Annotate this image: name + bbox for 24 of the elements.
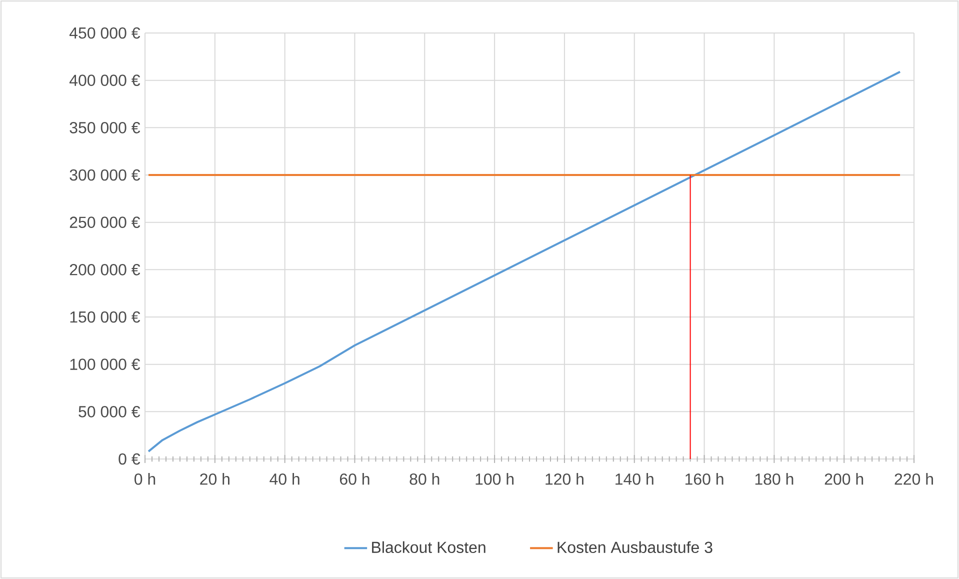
x-tick-label: 120 h: [546, 473, 584, 485]
x-tick-label: 140 h: [616, 473, 654, 485]
y-tick-label: 400 000 €: [69, 74, 140, 86]
legend-label: Blackout Kosten: [372, 541, 486, 554]
x-tick-label: 100 h: [476, 473, 514, 485]
y-tick-label: 250 000 €: [70, 216, 140, 228]
y-tick-label: 50 000 €: [78, 406, 140, 418]
legend-label: Kosten Ausbaustufe 3: [558, 541, 712, 554]
x-tick-label: 200 h: [824, 473, 864, 485]
y-tick-label: 0 €: [118, 453, 140, 465]
x-tick-label: 180 h: [755, 473, 794, 485]
y-tick-label: 350 000 €: [70, 122, 140, 134]
y-tick-label: 200 000 €: [70, 264, 140, 276]
y-tick-label: 100 000 €: [70, 358, 140, 370]
x-tick-label: 0 h: [134, 473, 156, 485]
y-tick-label: 450 000 €: [69, 27, 140, 39]
x-tick-label: 220 h: [894, 473, 933, 485]
y-tick-label: 150 000 €: [70, 311, 140, 323]
x-tick-label: 60 h: [340, 473, 370, 485]
x-tick-label: 80 h: [410, 473, 440, 485]
x-tick-label: 160 h: [685, 473, 724, 485]
x-tick-label: 20 h: [200, 473, 230, 485]
x-tick-label: 40 h: [270, 473, 300, 485]
y-tick-label: 300 000 €: [70, 169, 140, 181]
